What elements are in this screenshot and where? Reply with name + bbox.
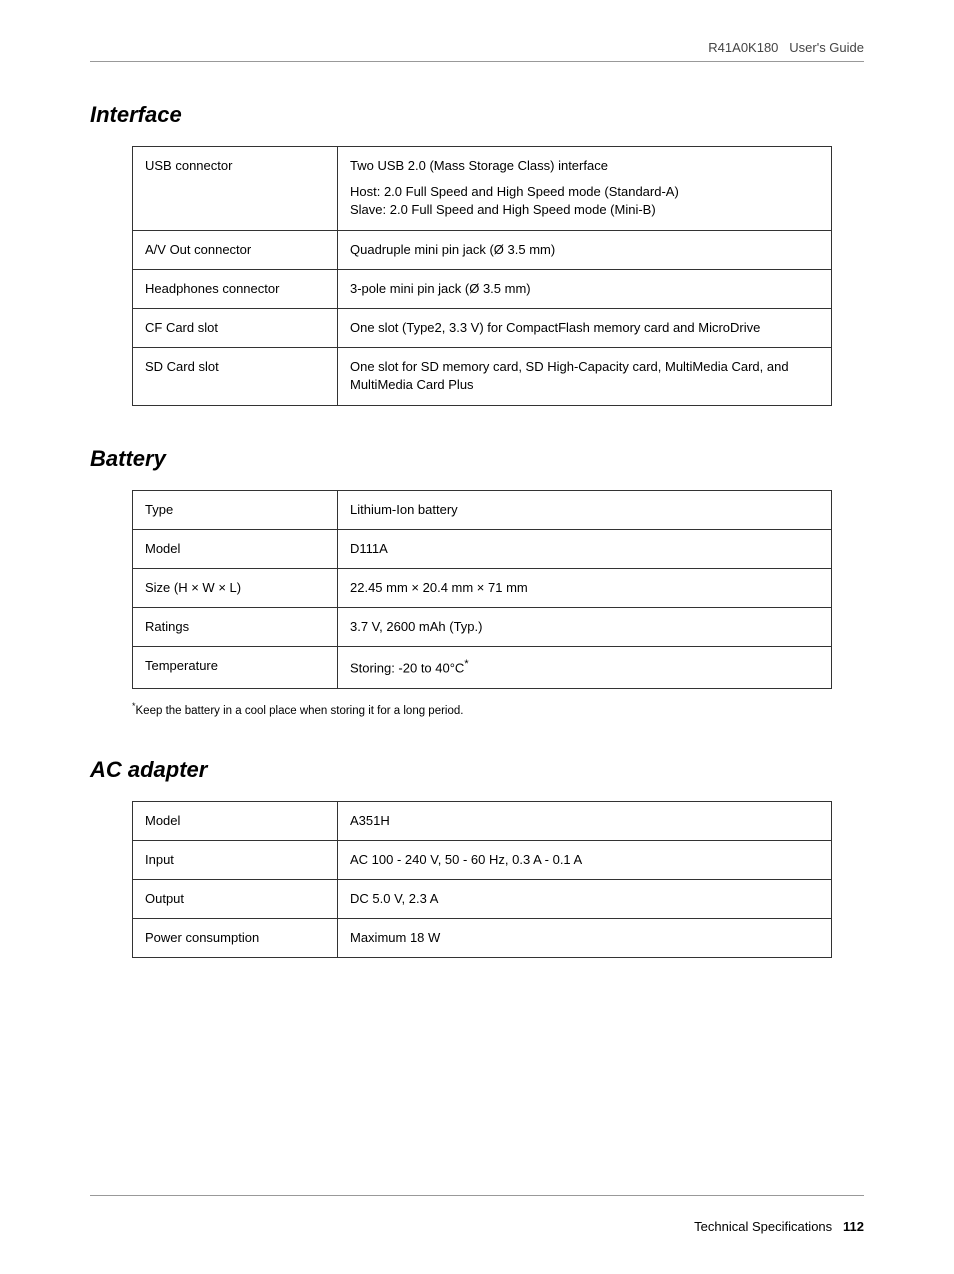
header: R41A0K180 User's Guide xyxy=(90,40,864,55)
cell-label: Power consumption xyxy=(133,919,338,958)
cell-label: USB connector xyxy=(133,147,338,231)
cell-label: Ratings xyxy=(133,608,338,647)
page: R41A0K180 User's Guide Interface USB con… xyxy=(0,0,954,1274)
value-text: Storing: -20 to 40°C xyxy=(350,661,464,676)
cell-value: Quadruple mini pin jack (Ø 3.5 mm) xyxy=(338,230,832,269)
section-title-interface: Interface xyxy=(90,102,864,128)
value-line: Slave: 2.0 Full Speed and High Speed mod… xyxy=(350,201,819,219)
cell-value: One slot for SD memory card, SD High-Cap… xyxy=(338,348,832,405)
cell-label: Size (H × W × L) xyxy=(133,568,338,607)
cell-value: A351H xyxy=(338,801,832,840)
cell-value: Storing: -20 to 40°C* xyxy=(338,647,832,689)
footnote-marker-icon: * xyxy=(464,658,468,670)
battery-table: Type Lithium-Ion battery Model D111A Siz… xyxy=(132,490,832,689)
table-row: USB connector Two USB 2.0 (Mass Storage … xyxy=(133,147,832,231)
footer: Technical Specifications 112 xyxy=(694,1219,864,1234)
table-row: Size (H × W × L) 22.45 mm × 20.4 mm × 71… xyxy=(133,568,832,607)
section-title-battery: Battery xyxy=(90,446,864,472)
cell-value: D111A xyxy=(338,529,832,568)
cell-value: 3-pole mini pin jack (Ø 3.5 mm) xyxy=(338,269,832,308)
cell-value: 22.45 mm × 20.4 mm × 71 mm xyxy=(338,568,832,607)
cell-label: Model xyxy=(133,801,338,840)
cell-value: Two USB 2.0 (Mass Storage Class) interfa… xyxy=(338,147,832,231)
cell-label: CF Card slot xyxy=(133,308,338,347)
table-row: Output DC 5.0 V, 2.3 A xyxy=(133,879,832,918)
cell-value: AC 100 - 240 V, 50 - 60 Hz, 0.3 A - 0.1 … xyxy=(338,840,832,879)
cell-label: SD Card slot xyxy=(133,348,338,405)
section-title-ac-adapter: AC adapter xyxy=(90,757,864,783)
table-row: Headphones connector 3-pole mini pin jac… xyxy=(133,269,832,308)
cell-value: Maximum 18 W xyxy=(338,919,832,958)
cell-label: A/V Out connector xyxy=(133,230,338,269)
value-line: Host: 2.0 Full Speed and High Speed mode… xyxy=(350,183,819,201)
cell-value: Lithium-Ion battery xyxy=(338,490,832,529)
table-row: A/V Out connector Quadruple mini pin jac… xyxy=(133,230,832,269)
cell-label: Model xyxy=(133,529,338,568)
table-row: Type Lithium-Ion battery xyxy=(133,490,832,529)
table-row: Power consumption Maximum 18 W xyxy=(133,919,832,958)
table-row: Model D111A xyxy=(133,529,832,568)
interface-table: USB connector Two USB 2.0 (Mass Storage … xyxy=(132,146,832,406)
doc-title: User's Guide xyxy=(789,40,864,55)
footnote-text: Keep the battery in a cool place when st… xyxy=(136,705,464,717)
cell-value: DC 5.0 V, 2.3 A xyxy=(338,879,832,918)
cell-label: Temperature xyxy=(133,647,338,689)
cell-value: 3.7 V, 2600 mAh (Typ.) xyxy=(338,608,832,647)
table-row: SD Card slot One slot for SD memory card… xyxy=(133,348,832,405)
cell-label: Type xyxy=(133,490,338,529)
value-line: Two USB 2.0 (Mass Storage Class) interfa… xyxy=(350,157,819,175)
doc-id: R41A0K180 xyxy=(708,40,778,55)
header-rule xyxy=(90,61,864,62)
table-row: CF Card slot One slot (Type2, 3.3 V) for… xyxy=(133,308,832,347)
table-row: Model A351H xyxy=(133,801,832,840)
table-row: Ratings 3.7 V, 2600 mAh (Typ.) xyxy=(133,608,832,647)
table-row: Input AC 100 - 240 V, 50 - 60 Hz, 0.3 A … xyxy=(133,840,832,879)
cell-label: Headphones connector xyxy=(133,269,338,308)
footer-rule xyxy=(90,1195,864,1196)
cell-value: One slot (Type2, 3.3 V) for CompactFlash… xyxy=(338,308,832,347)
table-row: Temperature Storing: -20 to 40°C* xyxy=(133,647,832,689)
cell-label: Input xyxy=(133,840,338,879)
battery-footnote: *Keep the battery in a cool place when s… xyxy=(132,701,864,717)
ac-adapter-table: Model A351H Input AC 100 - 240 V, 50 - 6… xyxy=(132,801,832,959)
footer-page: 112 xyxy=(843,1219,864,1234)
footer-section: Technical Specifications xyxy=(694,1219,832,1234)
cell-label: Output xyxy=(133,879,338,918)
